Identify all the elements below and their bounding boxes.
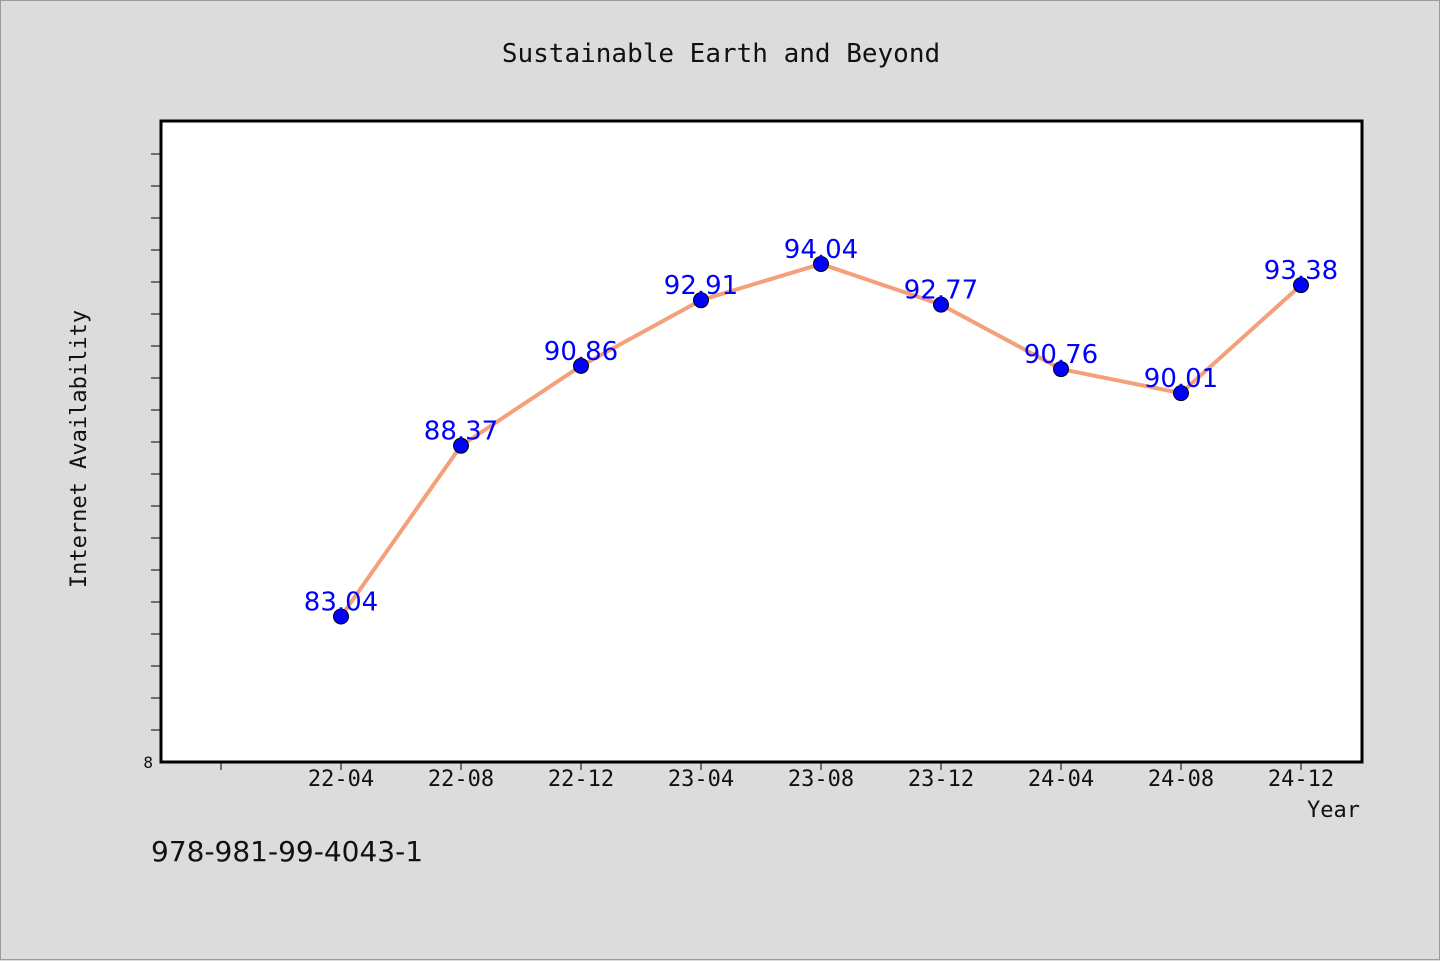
x-tick-label: 22-12 — [548, 767, 614, 792]
data-point — [453, 437, 469, 454]
x-tick-label: 24-12 — [1268, 767, 1334, 792]
data-label: 94.04 — [784, 235, 858, 265]
data-label: 83.04 — [304, 587, 378, 617]
x-tick-label: 23-08 — [788, 767, 854, 792]
data-label: 90.01 — [1144, 364, 1218, 394]
x-tick-label: 23-04 — [668, 767, 734, 792]
data-point — [1293, 277, 1309, 294]
plot-area — [159, 119, 1364, 764]
x-axis-label: Year — [1307, 798, 1360, 823]
x-tick-label: 22-08 — [428, 767, 494, 792]
series-layer: 83.04 88.37 90.86 92.91 94.04 92.77 90.76 90.01… — [304, 235, 1338, 625]
data-point — [333, 608, 349, 625]
x-axis-ticks: 22-04 22-08 22-12 23-04 23-08 23-12 24-04 24-08… — [220, 762, 1334, 792]
data-label: 92.77 — [904, 276, 978, 306]
x-tick-label: 24-04 — [1028, 767, 1094, 792]
data-point — [573, 357, 589, 374]
data-label: 92.91 — [664, 271, 738, 301]
data-point — [1173, 385, 1189, 402]
x-tick-label: 24-08 — [1148, 767, 1214, 792]
data-point — [813, 255, 829, 272]
data-label: 90.76 — [1024, 340, 1098, 370]
data-point — [1053, 361, 1069, 378]
y-axis-ticks: 8 — [143, 153, 161, 772]
isbn-footer: 978-981-99-4043-1 — [151, 835, 424, 868]
y-axis-label: Internet Availability — [67, 310, 92, 588]
y-tick-label: 8 — [143, 753, 153, 772]
data-point — [693, 292, 709, 309]
x-tick-label: 22-04 — [308, 767, 374, 792]
data-label: 93.38 — [1264, 256, 1338, 286]
data-point — [933, 296, 949, 313]
x-tick-label: 23-12 — [908, 767, 974, 792]
data-label: 90.86 — [544, 337, 618, 367]
chart-title: Sustainable Earth and Beyond — [502, 39, 940, 69]
data-label: 88.37 — [424, 417, 498, 447]
